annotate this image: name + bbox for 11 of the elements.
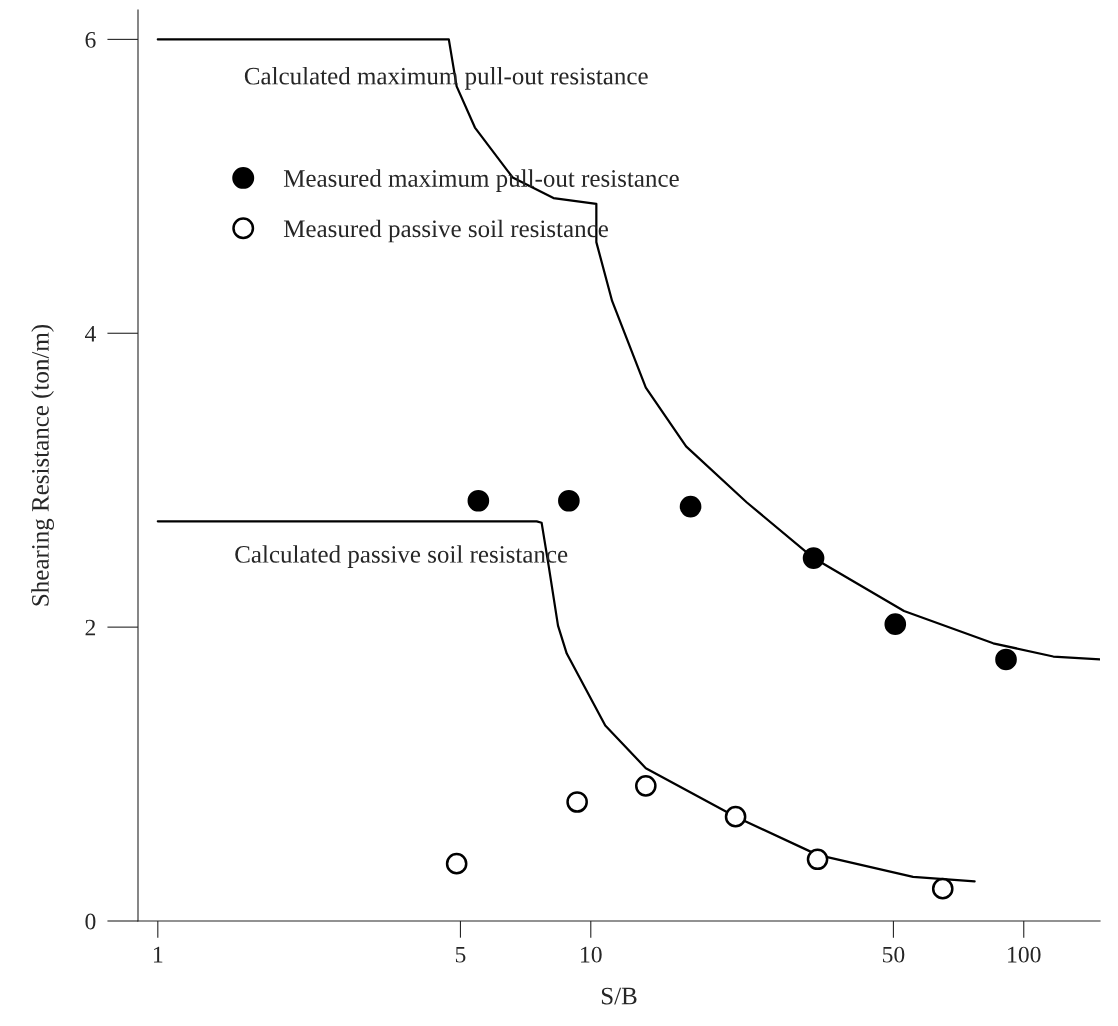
y-tick-label: 2 xyxy=(85,619,96,636)
x-tick-label: 1 xyxy=(153,946,163,963)
y-axis-title: Shearing Resistance (ton/m) xyxy=(31,324,54,606)
x-axis-title: S/B xyxy=(601,987,637,1005)
y-tick-label: 0 xyxy=(85,913,96,930)
y-tick-label: 4 xyxy=(84,325,96,342)
y-tick-label: 6 xyxy=(85,31,96,48)
x-tick-label: 10 xyxy=(581,946,602,963)
x-tick-label: 100 xyxy=(1008,946,1041,963)
x-tick-label: 50 xyxy=(882,946,905,963)
x-tick-label: 5 xyxy=(455,946,466,963)
